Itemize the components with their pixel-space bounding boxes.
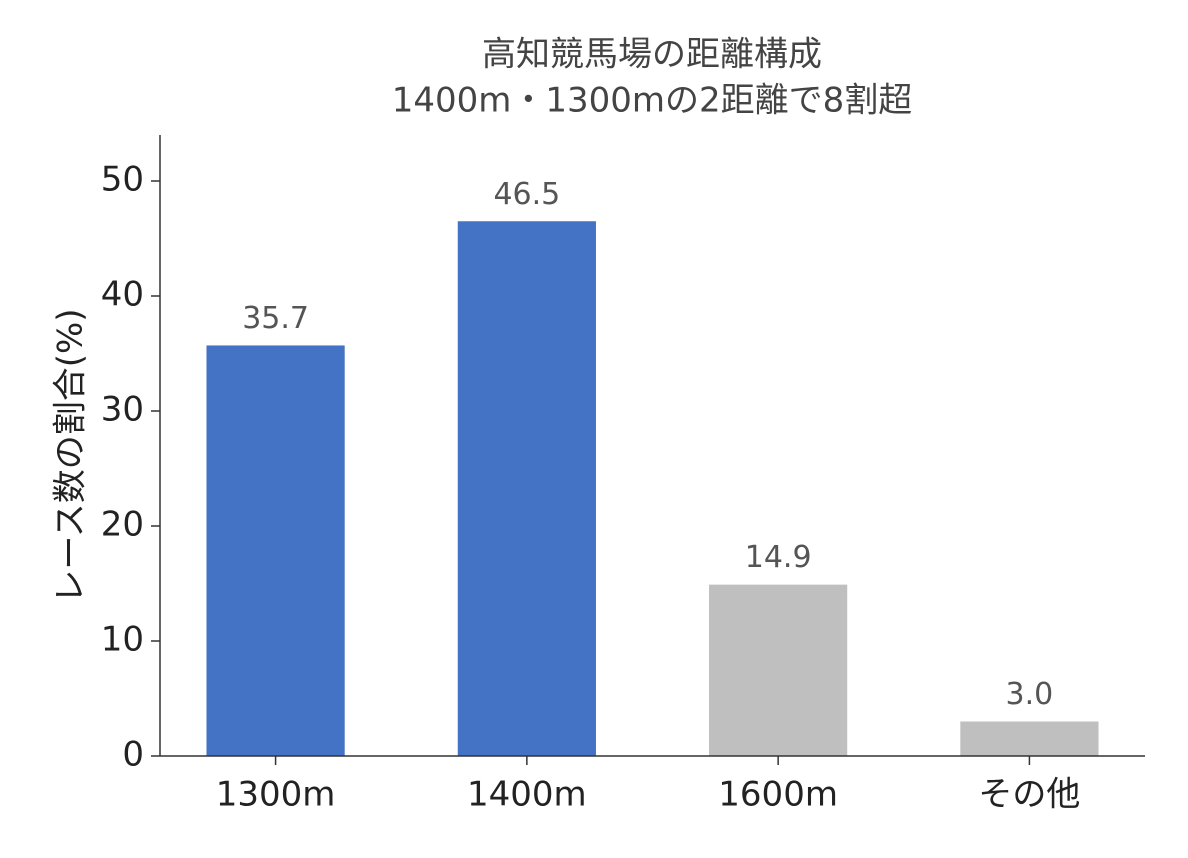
chart-title: 高知競馬場の距離構成 [482,35,822,75]
x-tick-label: 1300m [216,775,336,815]
x-tick-label: 1400m [467,775,587,815]
value-label: 3.0 [1006,677,1054,712]
value-label: 35.7 [242,301,309,336]
bar [206,345,345,756]
y-tick-label: 0 [122,735,144,775]
value-label: 14.9 [745,540,812,575]
value-label: 46.5 [493,177,560,212]
y-tick-label: 40 [101,275,144,315]
y-axis-label: レース数の割合(%) [51,308,91,603]
bar [457,221,596,756]
bar [709,584,848,756]
bar [960,721,1099,756]
x-tick-label: その他 [978,775,1080,815]
y-tick-label: 50 [101,160,144,200]
y-tick-label: 10 [101,620,144,660]
y-tick-label: 30 [101,390,144,430]
chart-subtitle: 1400m・1300mの2距離で8割超 [392,81,913,121]
y-tick-label: 20 [101,505,144,545]
x-tick-label: 1600m [718,775,838,815]
